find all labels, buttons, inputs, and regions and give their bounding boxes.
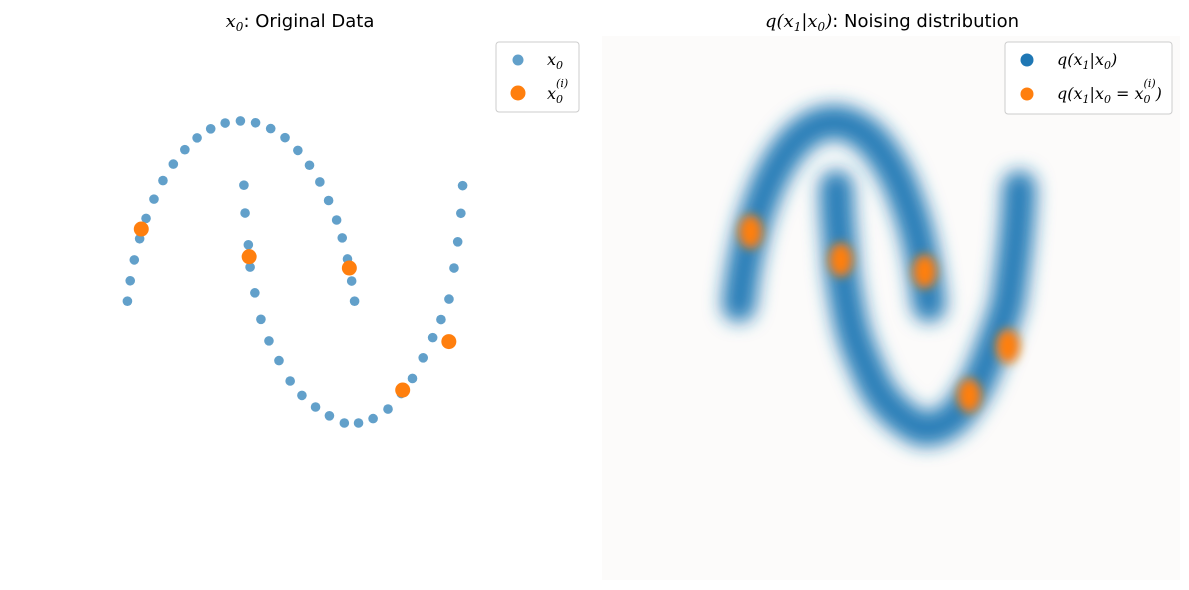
x0-point [250,117,261,128]
x0-point [264,336,274,346]
x0-point [304,160,315,171]
x0i-point [441,334,457,350]
legend-label-x0i: x0(i) [547,77,568,106]
legend-marker-q [1020,53,1034,67]
x0-point [456,208,466,219]
x0-point [256,314,266,325]
x0-point [141,213,151,224]
x0-point [323,195,334,206]
x0-point [368,413,378,424]
x0-point [265,123,276,134]
series-x0-points [122,116,468,428]
orange-density-blob [828,242,853,277]
density-band-lower [819,170,1037,446]
x0-point [444,294,454,304]
x0-point [129,255,140,265]
x0-point [125,275,136,286]
x0-point [418,353,429,363]
x0-point [349,296,360,307]
orange-density-blob [957,378,982,413]
x0-point [315,177,325,187]
x0-point [383,404,393,414]
x0-point [449,263,459,273]
left-panel-title: x0: Original Data [226,11,375,34]
x0-point [436,314,446,325]
x0-point [337,233,348,243]
heatmap-background [602,36,1180,580]
x0-point [168,159,179,169]
legend-marker-x0i [510,85,526,101]
x0-point [457,180,468,191]
x0-point [192,133,202,143]
x0-point [353,418,364,428]
x0-point [239,180,249,190]
x0-point [243,240,254,250]
x0i-point [133,221,149,237]
legend-label-qi: q(x1|x0 = x0(i)) [1057,77,1162,106]
x0-point [331,215,342,225]
x0-point [122,296,133,307]
x0-point [220,118,230,128]
legend-marker-qi [1020,87,1034,101]
x0-point [452,237,463,247]
right-panel: q(x1|x0): Noising distribution q(x1|x0) … [602,11,1180,580]
legend-label-q: q(x1|x0) [1057,50,1117,72]
legend-label-x0: x0 [547,50,563,72]
orange-density-blob [995,329,1020,364]
right-legend-box [1004,41,1173,115]
x0-point [149,194,159,204]
x0i-point [341,260,357,276]
x0-point [250,288,260,298]
x0-point [293,145,303,156]
orange-density-blob [738,214,763,249]
x0-point [297,390,307,401]
x0i-point [395,382,411,398]
x0i-point [241,249,257,265]
right-panel-title: q(x1|x0): Noising distribution [765,11,1019,34]
x0-point [205,124,216,134]
x0-point [427,332,438,343]
x0-point [346,276,357,286]
right-legend: q(x1|x0) q(x1|x0 = x0(i)) [1004,41,1173,115]
orange-density-blob [912,254,937,289]
x0-point [235,116,246,126]
x0-point [407,373,418,384]
left-legend: x0 x0(i) [495,41,580,113]
x0-point [339,418,350,428]
series-x0i-points [133,221,457,398]
legend-marker-x0 [512,54,524,66]
x0-point [245,262,255,272]
x0-point [158,175,168,186]
x0-point [285,376,295,386]
heatmap-orange-density [738,214,1020,413]
x0-point [240,208,250,218]
x0-point [274,355,284,366]
x0-point [280,132,290,143]
x0-point [180,144,190,155]
left-panel: x0: Original Data x0 x0(i) [122,11,580,428]
x0-point [310,402,321,412]
x0-point [324,411,335,421]
